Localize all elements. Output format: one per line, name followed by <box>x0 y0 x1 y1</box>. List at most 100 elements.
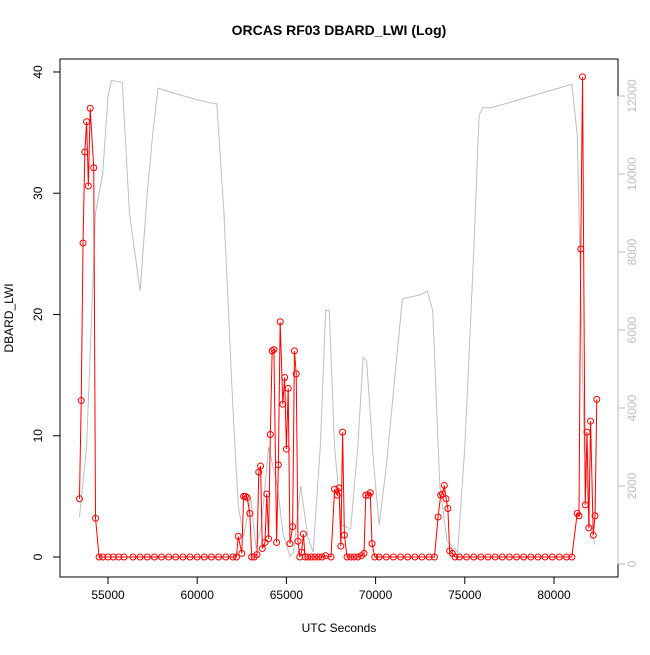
data-point <box>290 347 298 355</box>
data-point <box>286 540 294 548</box>
data-point <box>281 374 289 382</box>
data-point <box>333 491 341 499</box>
data-point <box>172 553 180 561</box>
data-point <box>253 551 261 559</box>
data-point <box>437 491 445 499</box>
y2-tick-label: 12000 <box>625 79 639 113</box>
data-point <box>229 553 237 561</box>
data-point <box>193 553 201 561</box>
data-point <box>207 553 215 561</box>
data-point <box>575 512 583 520</box>
data-point <box>581 501 589 509</box>
data-point <box>284 384 292 392</box>
data-point <box>90 164 98 172</box>
data-point <box>215 553 223 561</box>
data-point <box>340 531 348 539</box>
y2-tick-label: 4000 <box>625 394 639 421</box>
y2-tick-label: 2000 <box>625 472 639 499</box>
data-point <box>268 347 276 355</box>
chart-title: ORCAS RF03 DBARD_LWI (Log) <box>232 22 447 38</box>
data-point <box>258 545 266 553</box>
data-point <box>583 428 591 436</box>
data-point <box>279 400 287 408</box>
data-point <box>439 490 447 498</box>
data-point <box>315 553 323 561</box>
data-point <box>318 553 326 561</box>
data-point <box>371 553 379 561</box>
x-tick-label: 70000 <box>359 588 393 602</box>
data-point <box>366 489 374 497</box>
data-point <box>274 461 282 469</box>
data-point <box>95 553 103 561</box>
data-point <box>343 553 351 561</box>
data-point <box>179 553 187 561</box>
data-point <box>234 532 242 540</box>
data-point <box>232 553 240 561</box>
data-point <box>75 495 83 503</box>
data-point <box>534 553 542 561</box>
data-point <box>282 445 290 453</box>
y2-tick-label: 0 <box>625 560 639 567</box>
data-point <box>397 553 405 561</box>
data-point <box>335 484 343 492</box>
data-point <box>104 553 112 561</box>
data-point <box>434 513 442 521</box>
data-point <box>425 553 433 561</box>
data-point <box>120 553 128 561</box>
data-point <box>477 553 485 561</box>
data-point <box>350 553 358 561</box>
data-point <box>83 118 91 126</box>
data-point <box>548 553 556 561</box>
y-tick-label: 20 <box>31 307 45 321</box>
data-point <box>296 553 304 561</box>
data-point <box>241 492 249 500</box>
x-tick-label: 80000 <box>537 588 571 602</box>
data-point <box>255 468 263 476</box>
data-point <box>115 553 123 561</box>
data-point <box>470 553 478 561</box>
data-point <box>165 553 173 561</box>
data-point <box>347 553 355 561</box>
series-line <box>78 76 598 558</box>
data-point <box>299 530 307 538</box>
data-point <box>389 553 397 561</box>
data-point <box>354 553 362 561</box>
data-point <box>368 540 376 548</box>
data-point <box>339 428 347 436</box>
data-point <box>294 537 302 545</box>
data-point <box>276 318 284 326</box>
data-point <box>451 553 459 561</box>
data-point <box>568 553 576 561</box>
data-point <box>440 481 448 489</box>
data-point <box>186 553 194 561</box>
data-point <box>360 549 368 557</box>
data-point <box>86 104 94 112</box>
data-point <box>99 553 107 561</box>
data-point <box>463 553 471 561</box>
data-point <box>136 553 144 561</box>
data-point <box>527 553 535 561</box>
y2-tick-label: 6000 <box>625 316 639 343</box>
x-tick-label: 75000 <box>448 588 482 602</box>
data-point <box>337 542 345 550</box>
data-point <box>513 553 521 561</box>
y2-tick-label: 10000 <box>625 157 639 191</box>
y2-tick-label: 8000 <box>625 238 639 265</box>
data-point <box>505 553 513 561</box>
data-point <box>484 553 492 561</box>
data-point <box>587 417 595 425</box>
data-point <box>292 370 300 378</box>
data-point <box>375 553 383 561</box>
data-point <box>411 553 419 561</box>
data-point <box>263 490 271 498</box>
data-point <box>77 397 85 405</box>
x-tick-label: 55000 <box>91 588 125 602</box>
data-point <box>404 553 412 561</box>
data-point <box>555 553 563 561</box>
data-point <box>79 239 87 247</box>
data-point <box>200 553 208 561</box>
x-tick-label: 65000 <box>270 588 304 602</box>
data-point <box>92 514 100 522</box>
data-point <box>498 553 506 561</box>
